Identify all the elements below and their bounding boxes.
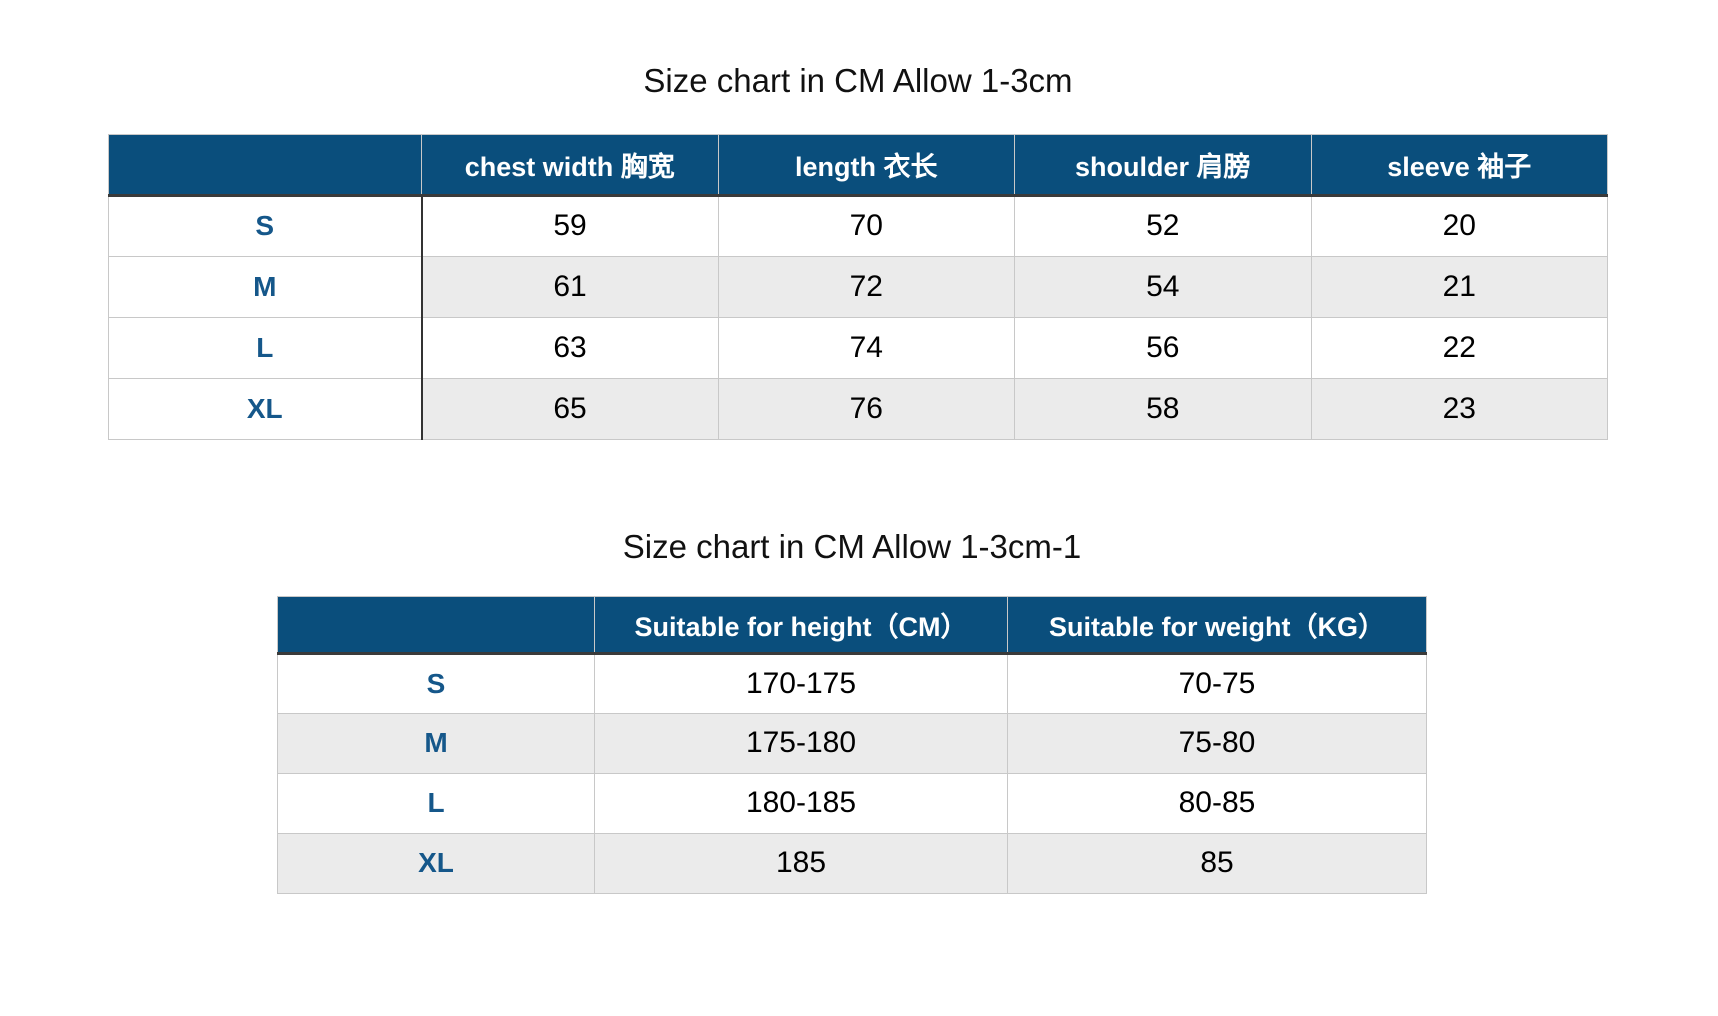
- size-value-cell: 23: [1310, 377, 1608, 440]
- row-label: S: [108, 194, 423, 257]
- size-value-cell: 70-75: [1007, 652, 1427, 714]
- size-value-cell: 54: [1014, 255, 1312, 318]
- size-value-cell: 175-180: [594, 712, 1008, 774]
- size-value-cell: 59: [421, 194, 719, 257]
- row-label: S: [277, 652, 595, 714]
- size-value-cell: 70: [717, 194, 1015, 257]
- row-label: XL: [277, 832, 595, 894]
- size-value-cell: 61: [421, 255, 719, 318]
- row-label: M: [108, 255, 423, 318]
- size-table-measurements: chest width 胸宽 length 衣长 shoulder 肩膀 sleeve…: [108, 133, 1608, 440]
- table-row: M 61 72 54 21: [108, 255, 1608, 318]
- size-chart-section-cm: Size chart in CM Allow 1-3cm chest width…: [108, 0, 1608, 440]
- size-value-cell: 85: [1007, 832, 1427, 894]
- column-header: sleeve 袖子: [1310, 133, 1608, 197]
- corner-cell: [277, 595, 595, 655]
- table-row: S 59 70 52 20: [108, 194, 1608, 257]
- row-label: L: [277, 772, 595, 834]
- size-value-cell: 76: [717, 377, 1015, 440]
- table-row: XL 185 85: [277, 832, 1427, 894]
- size-value-cell: 185: [594, 832, 1008, 894]
- corner-cell: [108, 133, 422, 197]
- size-value-cell: 58: [1014, 377, 1312, 440]
- column-header: Suitable for height（CM）: [594, 595, 1008, 655]
- column-header: chest width 胸宽: [421, 133, 719, 197]
- row-label: XL: [108, 377, 423, 440]
- size-value-cell: 52: [1014, 194, 1312, 257]
- table-row: XL 65 76 58 23: [108, 377, 1608, 440]
- row-label: M: [277, 712, 595, 774]
- size-value-cell: 75-80: [1007, 712, 1427, 774]
- size-table-height-weight: Suitable for height（CM） Suitable for weig…: [277, 595, 1427, 894]
- table-row: M 175-180 75-80: [277, 712, 1427, 774]
- size-value-cell: 80-85: [1007, 772, 1427, 834]
- size-value-cell: 63: [421, 316, 719, 379]
- column-header: length 衣长: [717, 133, 1015, 197]
- chart-title: Size chart in CM Allow 1-3cm-1: [622, 527, 1082, 565]
- size-value-cell: 72: [717, 255, 1015, 318]
- header-row: chest width 胸宽 length 衣长 shoulder 肩膀 sleeve…: [108, 133, 1608, 197]
- size-value-cell: 180-185: [594, 772, 1008, 834]
- size-value-cell: 22: [1310, 316, 1608, 379]
- chart-title: Size chart in CM Allow 1-3cm: [643, 62, 1073, 99]
- table-row: L 180-185 80-85: [277, 772, 1427, 834]
- size-value-cell: 74: [717, 316, 1015, 379]
- size-value-cell: 21: [1310, 255, 1608, 318]
- table-row: L 63 74 56 22: [108, 316, 1608, 379]
- size-value-cell: 20: [1310, 194, 1608, 257]
- size-chart-section-fit: Size chart in CM Allow 1-3cm-1 Suitable …: [277, 440, 1427, 894]
- size-value-cell: 56: [1014, 316, 1312, 379]
- size-value-cell: 65: [421, 377, 719, 440]
- header-row: Suitable for height（CM） Suitable for weig…: [277, 595, 1427, 655]
- size-value-cell: 170-175: [594, 652, 1008, 714]
- column-header: shoulder 肩膀: [1014, 133, 1312, 197]
- column-header: Suitable for weight（KG）: [1007, 595, 1427, 655]
- table-row: S 170-175 70-75: [277, 652, 1427, 714]
- row-label: L: [108, 316, 423, 379]
